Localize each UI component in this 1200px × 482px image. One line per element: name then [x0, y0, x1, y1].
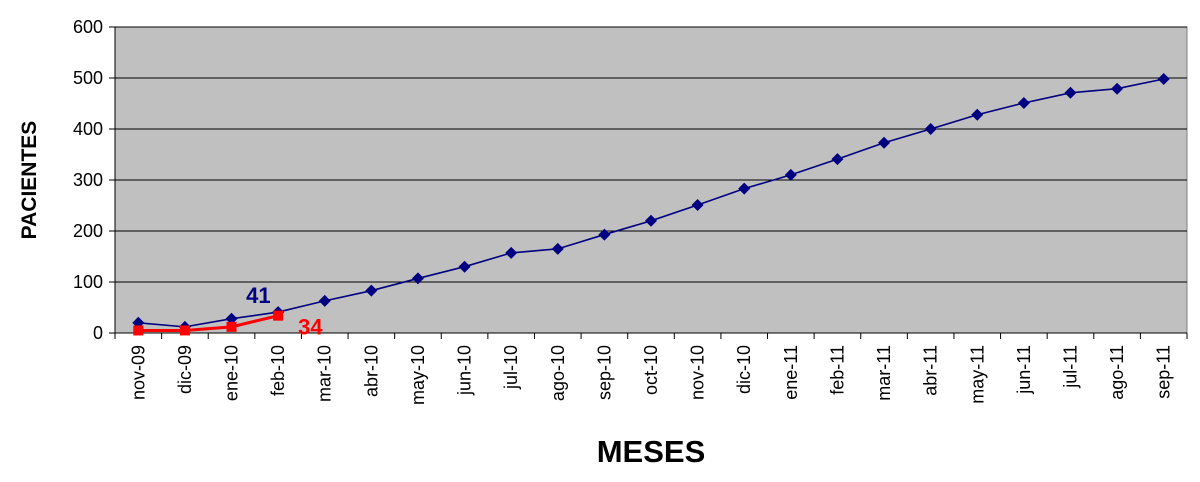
x-tick-label: ago-10: [548, 345, 568, 401]
data-point-marker: [179, 325, 190, 336]
data-point-marker: [133, 325, 144, 336]
x-tick-label: feb-10: [268, 345, 288, 396]
series-1: [133, 310, 284, 336]
x-tick-label: jun-10: [455, 345, 475, 396]
y-tick-label: 0: [93, 323, 103, 343]
x-tick-label: jul-10: [501, 345, 521, 390]
y-tick-label: 300: [73, 170, 103, 190]
data-point-marker: [1064, 86, 1077, 99]
data-point-marker: [411, 272, 424, 285]
data-label: 41: [246, 283, 270, 308]
y-tick-label: 500: [73, 68, 103, 88]
data-point-marker: [1111, 82, 1124, 95]
data-point-marker: [645, 214, 657, 227]
data-point-marker: [878, 136, 891, 149]
annotations: 41 34: [246, 283, 323, 340]
y-tick-label: 400: [73, 119, 103, 139]
data-point-marker: [691, 198, 704, 211]
data-label: 34: [298, 315, 323, 340]
data-point-marker: [1017, 96, 1030, 109]
data-point-marker: [505, 246, 518, 259]
y-tick-label: 100: [73, 272, 103, 292]
x-tick-label: may-11: [967, 345, 987, 404]
x-tick-label: nov-10: [688, 345, 708, 400]
data-point-marker: [924, 123, 937, 135]
y-axis: 0 100 200 300 400 500 600: [73, 17, 116, 343]
x-tick-label: abr-11: [921, 345, 941, 396]
data-point-marker: [225, 312, 238, 325]
data-point-marker: [551, 242, 564, 255]
x-tick-label: sep-11: [1154, 345, 1174, 399]
data-point-marker: [598, 228, 611, 241]
data-point-marker: [318, 294, 331, 307]
x-tick-label: mar-11: [874, 345, 894, 401]
x-tick-label: mar-10: [315, 345, 335, 402]
x-axis: nov-09 dic-09 ene-10 feb-10 mar-10 abr-10 may-…: [114, 332, 1188, 405]
x-tick-label: ago-11: [1107, 345, 1127, 400]
x-tick-label: dic-09: [175, 345, 195, 394]
data-point-marker: [226, 321, 237, 332]
data-point-marker: [1157, 73, 1170, 86]
x-tick-label: nov-09: [128, 345, 148, 400]
data-point-marker: [273, 310, 284, 321]
data-point-marker: [738, 182, 751, 195]
y-tick-label: 600: [73, 17, 103, 37]
x-axis-title: MESES: [597, 434, 706, 469]
data-point-marker: [831, 153, 844, 166]
x-tick-label: feb-11: [827, 345, 847, 395]
data-point-marker: [365, 284, 378, 297]
x-tick-label: ene-11: [781, 345, 801, 400]
x-tick-label: abr-10: [361, 345, 381, 397]
x-tick-label: oct-10: [641, 345, 661, 395]
x-tick-label: sep-10: [594, 345, 614, 400]
x-tick-label: dic-10: [734, 345, 754, 394]
series-group: [132, 73, 1170, 336]
x-tick-label: jun-11: [1014, 345, 1034, 395]
data-point-marker: [971, 108, 984, 121]
x-tick-label: may-10: [408, 345, 428, 405]
y-tick-label: 200: [73, 221, 103, 241]
data-point-marker: [784, 168, 797, 181]
data-point-marker: [458, 260, 471, 273]
series-line: [138, 314, 279, 332]
x-tick-label: ene-10: [222, 345, 242, 401]
x-tick-label: jul-11: [1060, 345, 1080, 389]
y-axis-title: PACIENTES: [18, 121, 41, 240]
